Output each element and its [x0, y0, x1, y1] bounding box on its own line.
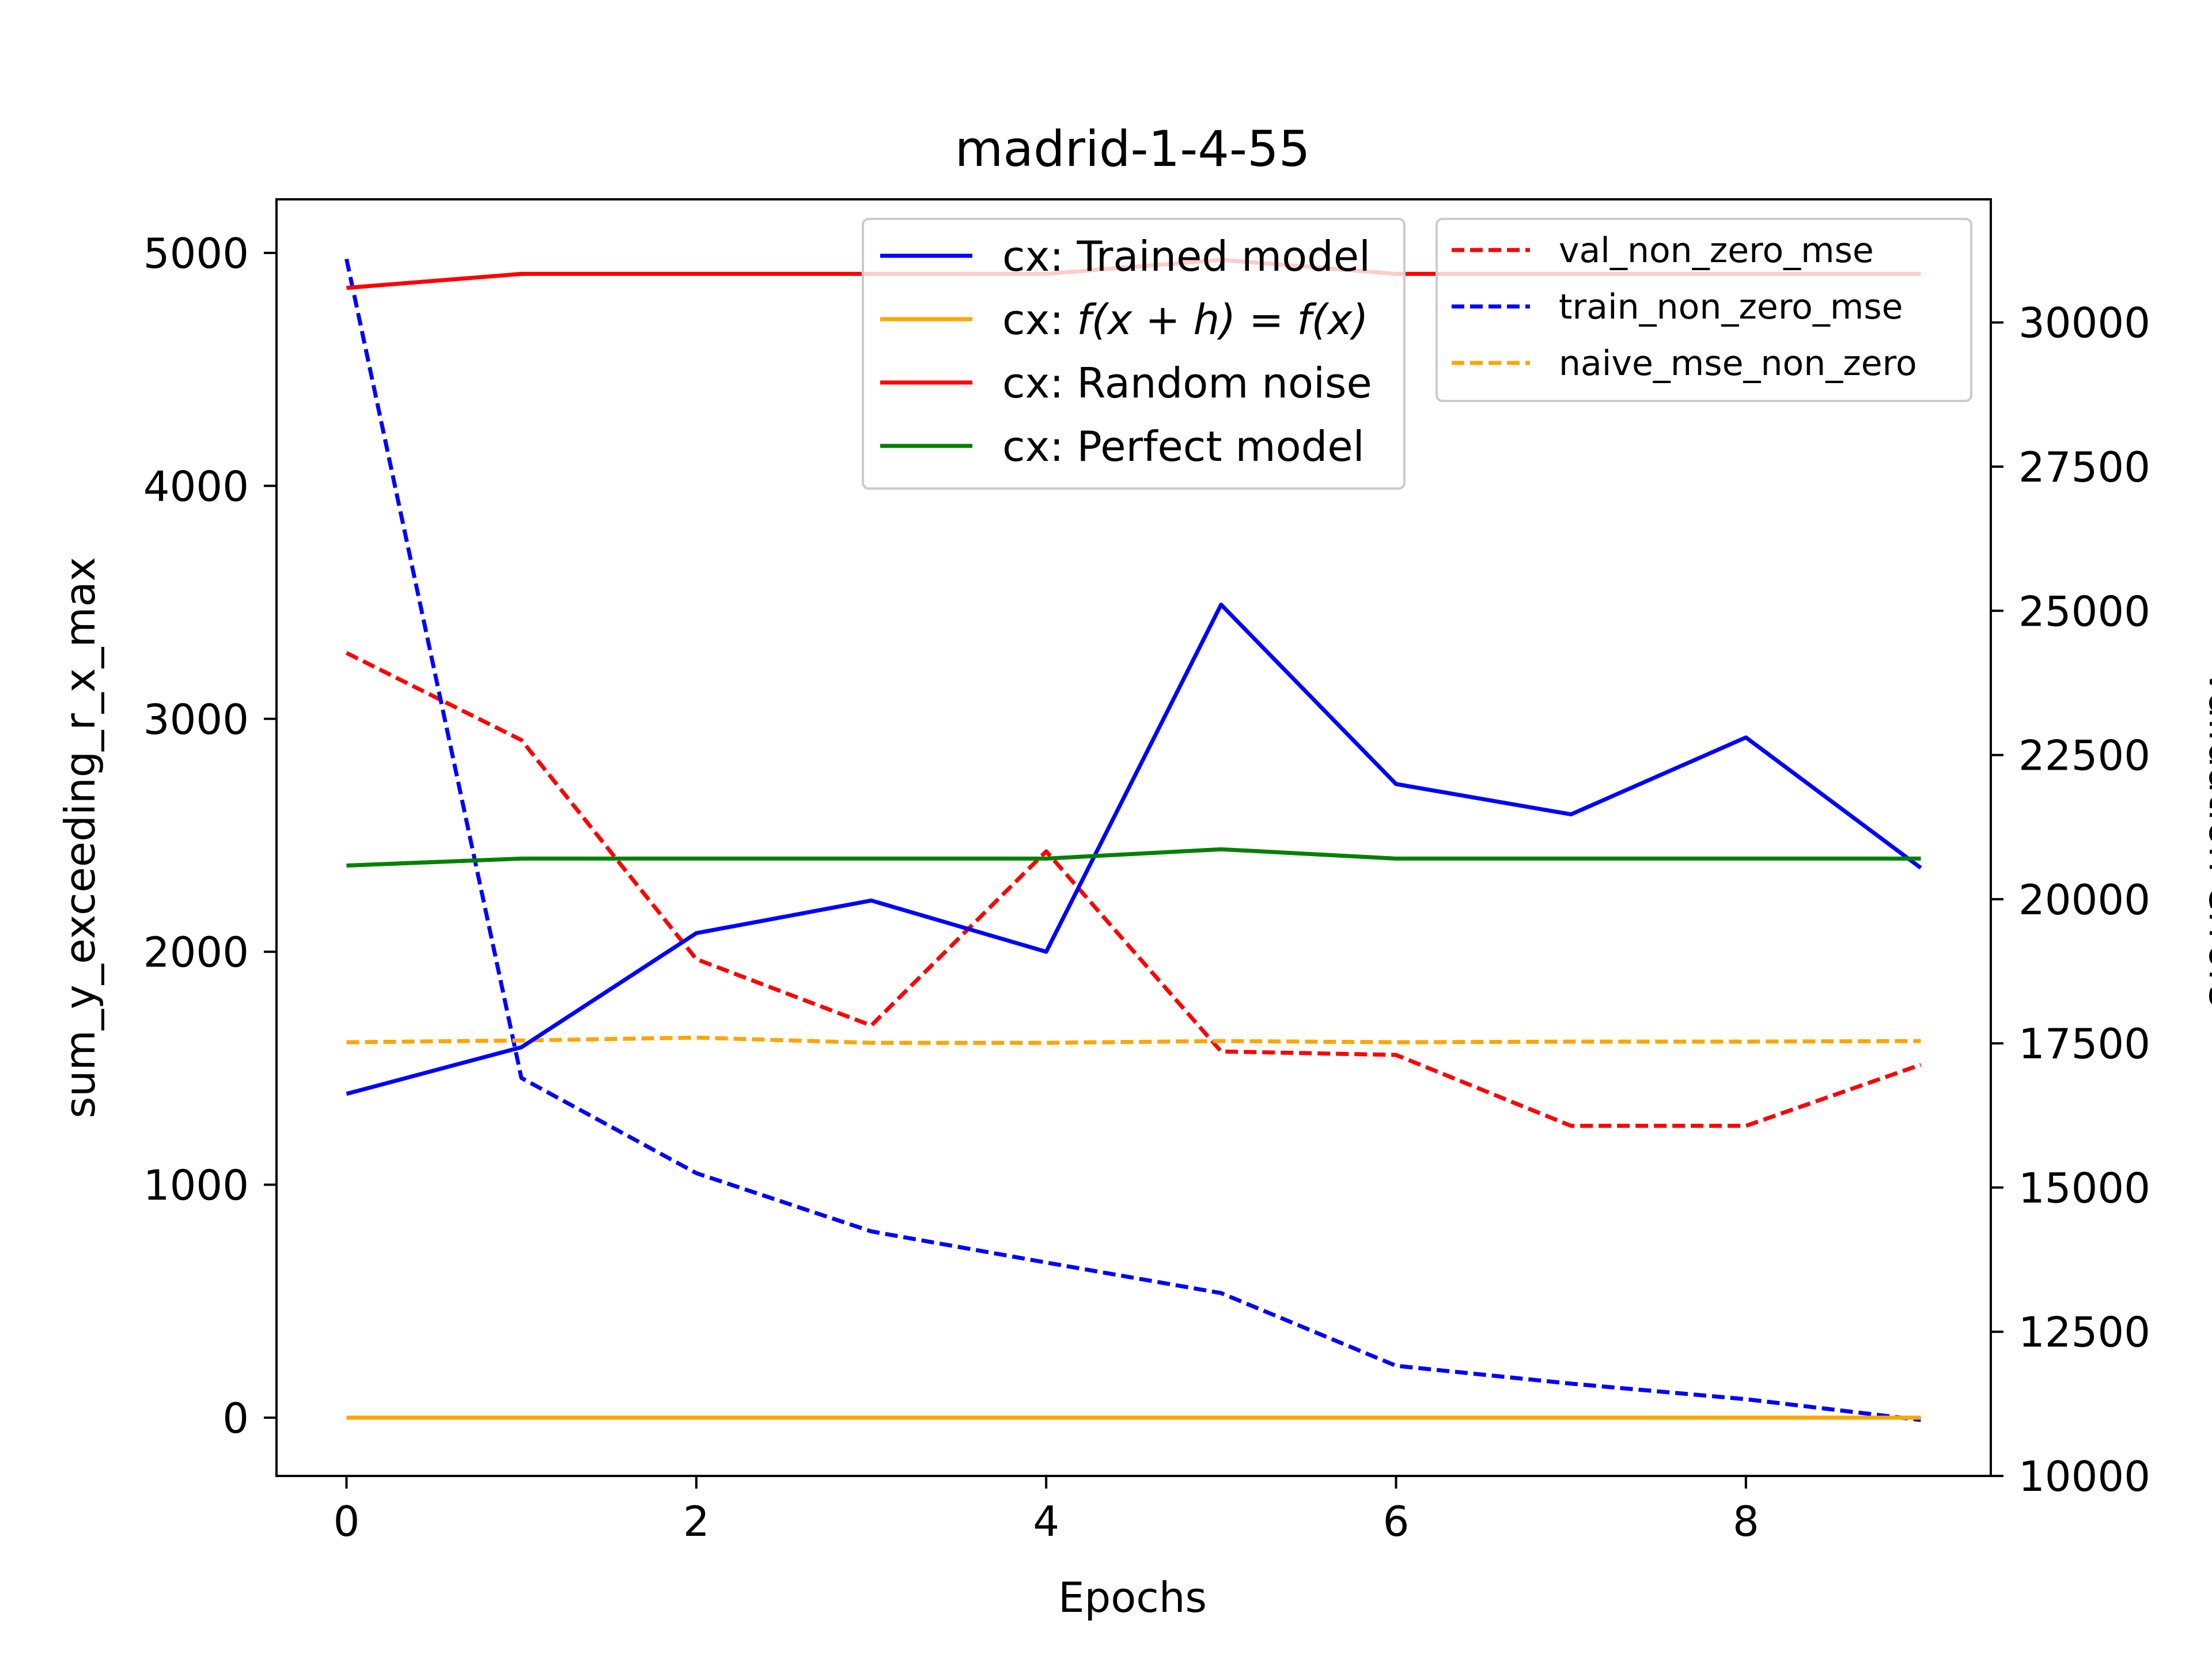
y-left-tick-label: 2000	[143, 928, 249, 976]
legend-left-box	[862, 218, 1406, 490]
x-tick-label: 8	[1733, 1497, 1759, 1546]
y-right-tick-label: 27500	[2018, 443, 2150, 491]
y-left-tick-label: 0	[222, 1394, 249, 1443]
legend-label-train-non-zero-mse: train_non_zero_mse	[1559, 287, 1903, 327]
series-right-val-non-zero-mse-line	[345, 651, 1922, 1128]
y-axis-left-label: sum_y_exceeding_r_x_max	[56, 557, 104, 1119]
y-right-tick-label: 15000	[2018, 1164, 2150, 1212]
y-right-tick-label: 17500	[2018, 1020, 2150, 1068]
chart-title: madrid-1-4-55	[955, 120, 1310, 178]
y-axis-left: 0 1000 2000 3000 4000 5000	[143, 229, 276, 1443]
y-left-tick-label: 4000	[143, 462, 249, 510]
legend-label-cx-trained-model: cx: Trained model	[1002, 232, 1370, 281]
series-layer	[344, 258, 1922, 1422]
plot-frame	[275, 198, 1992, 1477]
y-right-tick-label: 25000	[2018, 587, 2150, 635]
legend-label-cx-random-noise: cx: Random noise	[1002, 359, 1372, 407]
x-axis: 0 2 4 6 8	[334, 1476, 1759, 1546]
y-left-tick-label: 5000	[143, 229, 249, 278]
legend-label-cx-perfect-model: cx: Perfect model	[1002, 422, 1365, 471]
legend-label-val-non-zero-mse: val_non_zero_mse	[1559, 230, 1874, 271]
x-axis-label: Epochs	[1058, 1573, 1207, 1622]
series-left-cx-perfect-model-line	[346, 847, 1921, 868]
x-tick-label: 2	[683, 1497, 710, 1546]
y-right-tick-label: 12500	[2018, 1308, 2150, 1357]
y-axis-right-label: Validation errors	[2200, 668, 2212, 1008]
series-right-naive-mse-non-zero-line	[346, 1035, 1921, 1045]
series-left-cx-trained-model-line	[346, 603, 1922, 1096]
y-left-tick-label: 1000	[143, 1161, 249, 1210]
legend-left: cx: Trained model cx: f(x + h) = f(x) cx: …	[862, 218, 1406, 490]
x-tick-label: 0	[334, 1497, 360, 1546]
legend-right-box	[1435, 218, 1972, 402]
y-right-tick-label: 10000	[2018, 1452, 2150, 1501]
y-right-tick-label: 20000	[2018, 876, 2150, 924]
legend-right: val_non_zero_mse train_non_zero_mse naive_…	[1435, 218, 1972, 402]
legend-label-naive-mse-non-zero: naive_mse_non_zero	[1559, 343, 1917, 384]
y-axis-right: 10000 12500 15000 17500 20000 22500 25000 27500…	[1991, 299, 2150, 1501]
x-tick-label: 6	[1383, 1497, 1410, 1546]
y-right-tick-label: 30000	[2018, 299, 2150, 347]
legend-label-cx-f-x-h-f-x: cx: f(x + h) = f(x)	[1002, 296, 1368, 344]
y-left-tick-label: 3000	[143, 695, 249, 744]
series-right-train-non-zero-mse-line	[344, 258, 1921, 1422]
y-right-tick-label: 22500	[2018, 732, 2150, 780]
x-tick-label: 4	[1033, 1497, 1059, 1546]
